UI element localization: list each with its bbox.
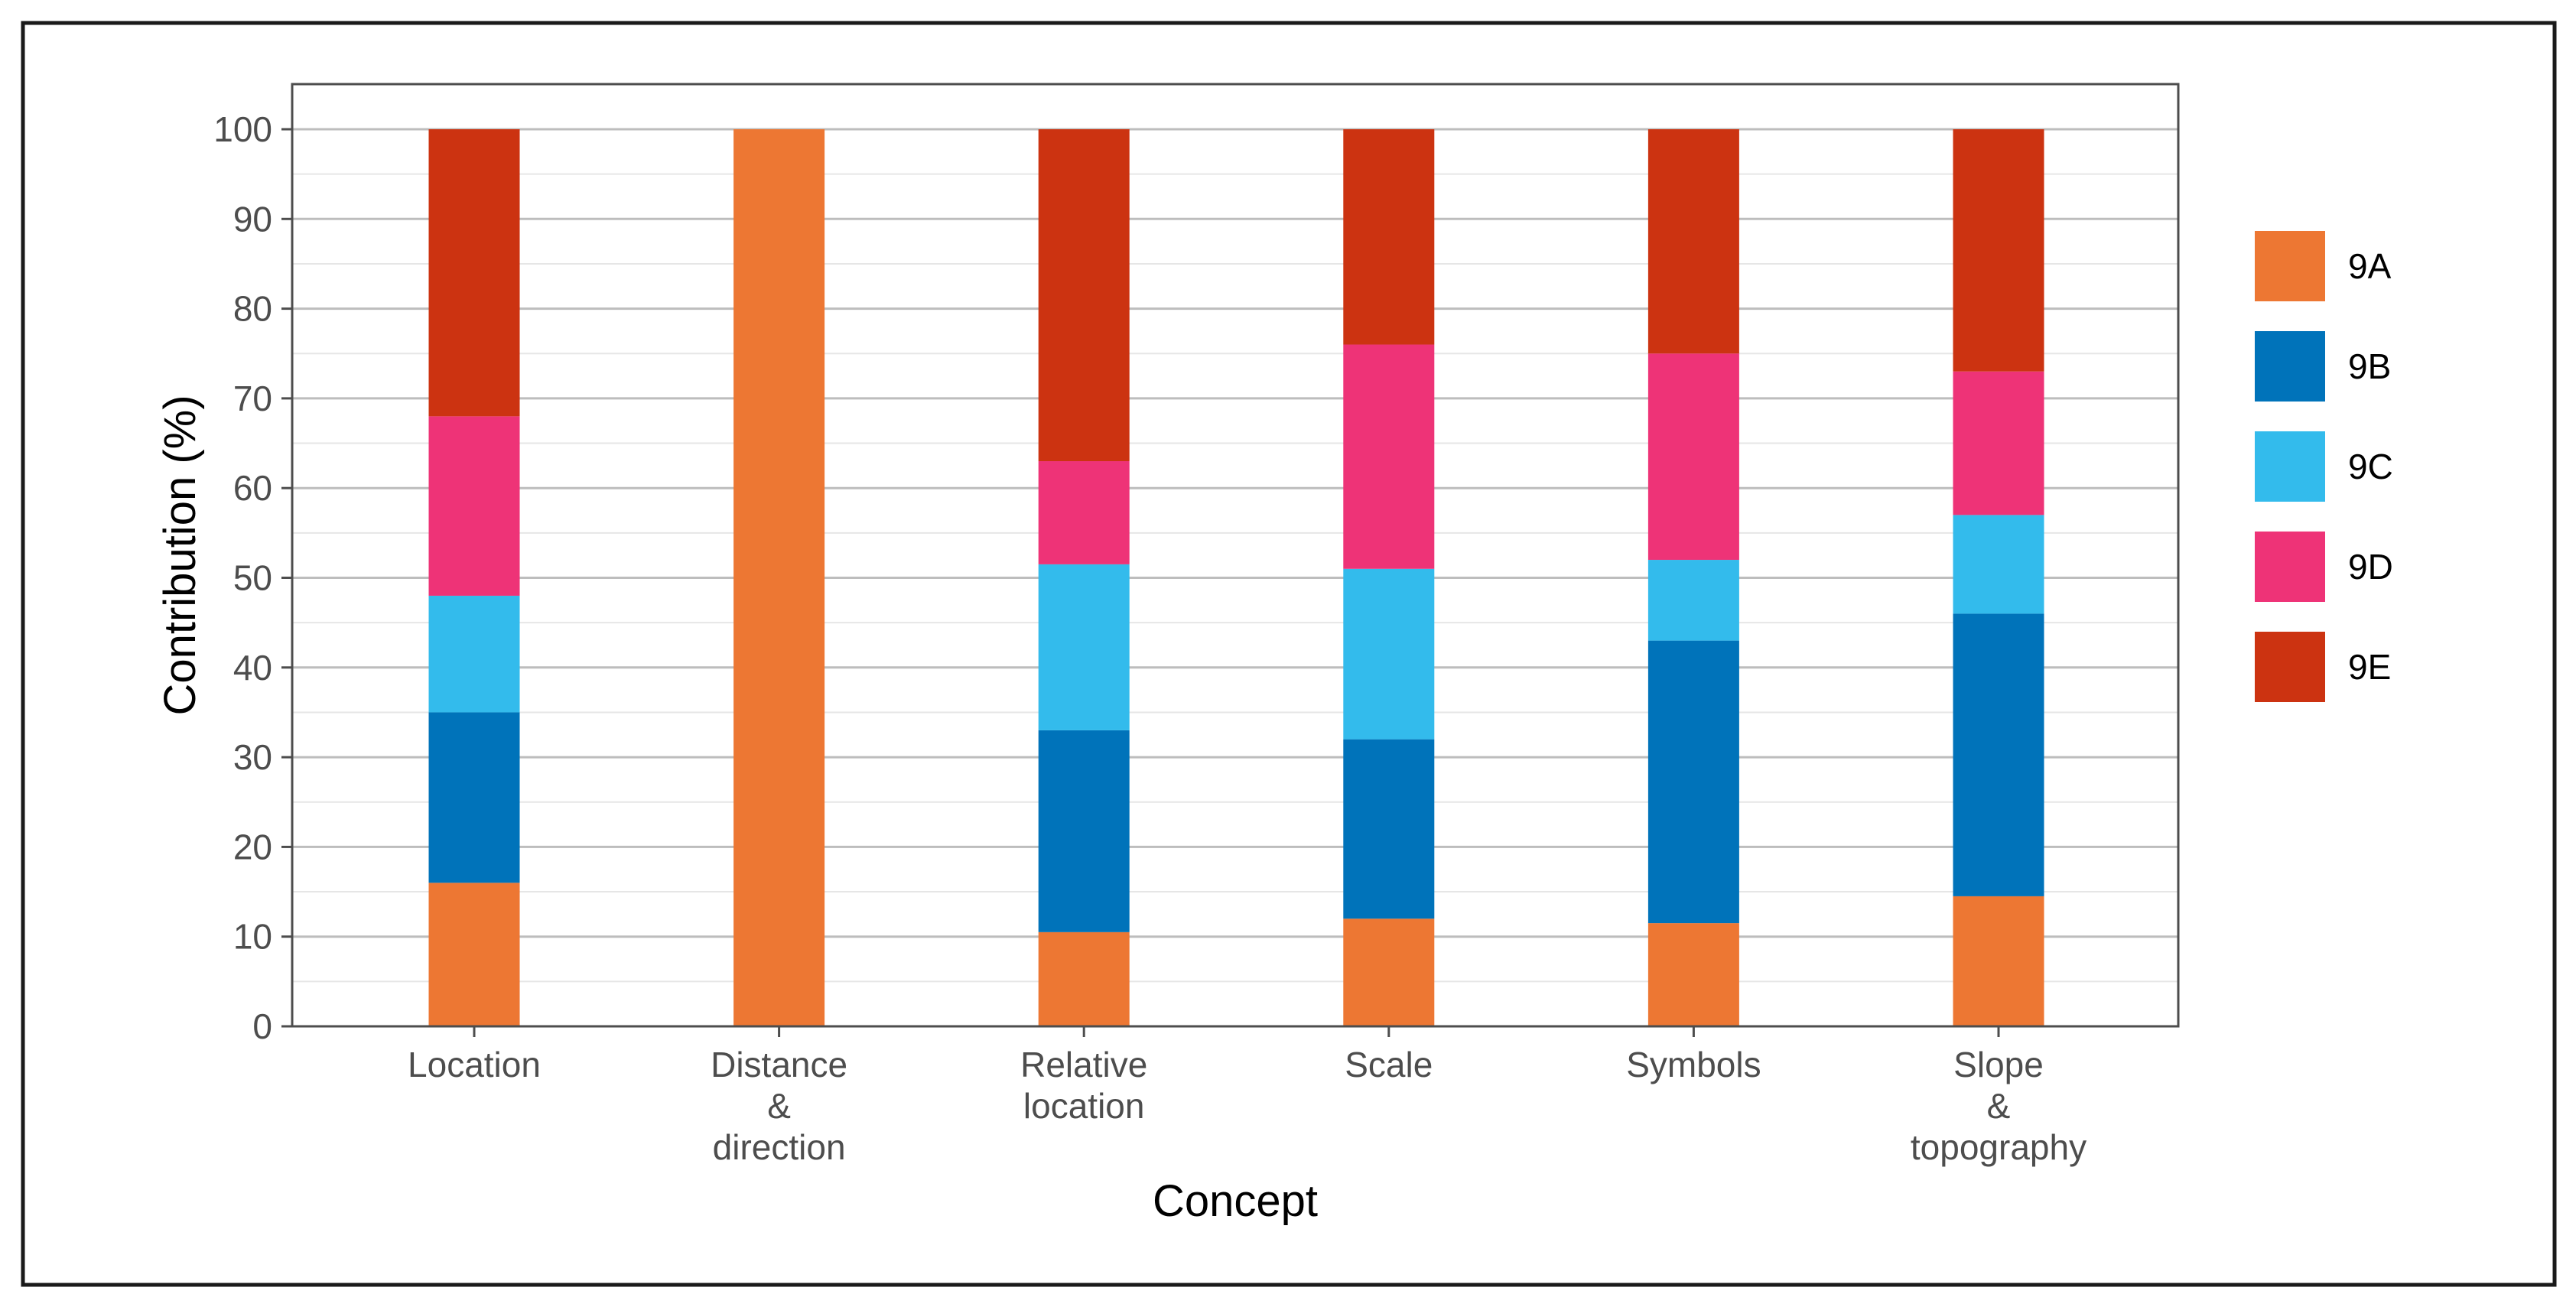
bar-segment-9d — [1343, 344, 1435, 569]
bar-segment-9c — [1953, 515, 2044, 614]
legend-label: 9E — [2348, 647, 2391, 687]
bar-segment-9c — [1647, 560, 1739, 641]
x-tick-label: Distance & direction — [711, 1045, 847, 1167]
y-axis-title: Contribution (%) — [155, 395, 205, 715]
y-tick-label: 40 — [233, 648, 272, 688]
bar-segment-9e — [428, 129, 520, 417]
bar-segment-9b — [428, 712, 520, 883]
bar-segment-9e — [1953, 129, 2044, 372]
y-tick-label: 100 — [213, 109, 272, 149]
bar-segment-9c — [1343, 568, 1435, 740]
legend-key-9c — [2255, 431, 2325, 502]
y-tick-label: 0 — [252, 1006, 272, 1046]
bar-segment-9a — [1038, 931, 1130, 1026]
bar-segment-9d — [1038, 461, 1130, 564]
y-tick-label: 60 — [233, 468, 272, 508]
x-tick-label: Location — [408, 1045, 541, 1084]
plot-panel-border — [291, 83, 2180, 1028]
bar-segment-9b — [1647, 640, 1739, 924]
legend-label: 9A — [2348, 246, 2392, 286]
bar-segment-9d — [428, 416, 520, 596]
legend-key-9d — [2255, 532, 2325, 602]
x-tick-label: Scale — [1345, 1045, 1433, 1084]
x-axis: Location Distance & direction Relative locati… — [408, 1026, 2086, 1167]
x-tick-label: Slope & topography — [1911, 1045, 2086, 1167]
bar-segment-9c — [428, 595, 520, 713]
bar-segment-9a — [1343, 918, 1435, 1026]
bars-layer — [428, 129, 2044, 1026]
bar-segment-9e — [1038, 129, 1130, 462]
bar-segment-9d — [1647, 353, 1739, 561]
x-axis-title: Concept — [1153, 1176, 1318, 1226]
y-tick-label: 30 — [233, 737, 272, 777]
figure-border — [21, 21, 2557, 1287]
y-tick-label: 20 — [233, 827, 272, 866]
bar-segment-9b — [1343, 739, 1435, 919]
legend-label: 9B — [2348, 346, 2391, 386]
bar-segment-9e — [1647, 129, 1739, 354]
bar-segment-9a — [1647, 923, 1739, 1026]
bar-segment-9a — [733, 129, 825, 1026]
bar-segment-9a — [1953, 896, 2044, 1026]
y-tick-label: 90 — [233, 199, 272, 239]
legend-key-9e — [2255, 632, 2325, 702]
legend-key-9a — [2255, 231, 2325, 301]
y-tick-label: 70 — [233, 379, 272, 418]
bar-segment-9b — [1038, 730, 1130, 932]
bar-segment-9d — [1953, 371, 2044, 515]
bar-segment-9a — [428, 883, 520, 1026]
bar-segment-9c — [1038, 564, 1130, 730]
legend: 9A 9B 9C 9D 9E — [2255, 231, 2393, 702]
y-tick-label: 10 — [233, 917, 272, 957]
x-tick-label: Symbols — [1626, 1045, 1761, 1084]
y-tick-label: 80 — [233, 289, 272, 329]
x-tick-label: Relative location — [1020, 1045, 1147, 1126]
legend-label: 9D — [2348, 547, 2393, 587]
legend-key-9b — [2255, 331, 2325, 402]
y-axis: 0 10 20 30 40 50 60 70 80 90 100 — [213, 109, 292, 1046]
y-tick-label: 50 — [233, 558, 272, 598]
bar-segment-9e — [1343, 129, 1435, 345]
legend-label: 9C — [2348, 447, 2393, 486]
bar-segment-9b — [1953, 613, 2044, 896]
